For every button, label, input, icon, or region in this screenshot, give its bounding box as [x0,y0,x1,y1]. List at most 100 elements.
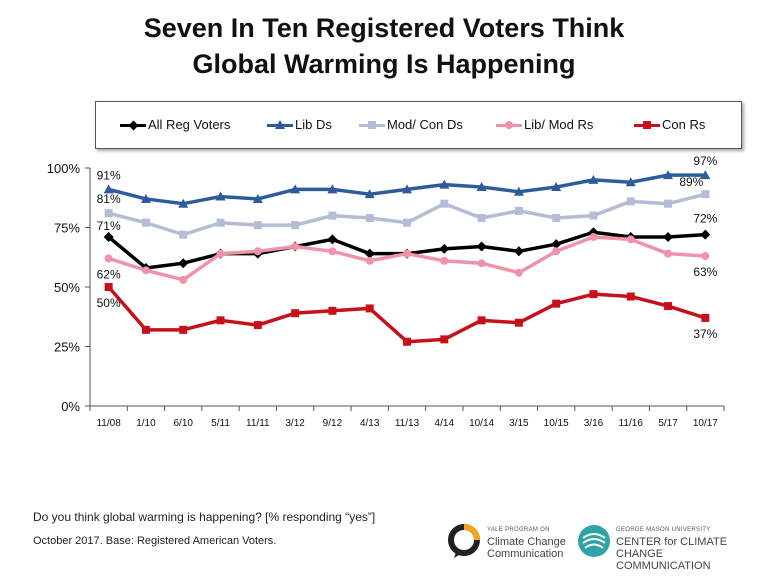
point-libd [476,182,487,192]
point-libmodr [701,252,710,261]
point-all [178,258,189,269]
point-modcond [552,213,561,222]
x-tick-label: 5/11 [211,418,230,429]
point-modcond [477,213,486,222]
point-libd [402,184,412,194]
x-tick-label: 9/12 [323,418,343,429]
point-conr [626,292,635,301]
point-conr [701,313,710,322]
x-tick-label: 11/16 [619,418,644,429]
gmu-logo: GEORGE MASON UNIVERSITY CENTER for CLIMA… [577,521,757,572]
data-label-libmodr: 63% [693,265,717,279]
point-libd [215,191,226,201]
y-tick-label: 0% [61,399,80,414]
point-modcond [664,199,673,208]
point-libd [625,177,636,187]
point-libmodr [589,233,598,242]
point-libmodr [141,266,150,275]
point-all [551,239,562,250]
point-libd [551,182,562,192]
data-label-libd: 97% [693,154,717,168]
chart-title: Seven In Ten Registered Voters Think Glo… [0,10,768,82]
point-all [476,241,487,252]
x-tick-label: 3/12 [285,418,305,429]
point-conr [552,299,561,308]
point-libmodr [291,242,300,251]
legend-label-conr: Con Rs [662,117,706,132]
yale-line-1: Climate Change [487,536,566,548]
x-tick-label: 10/17 [693,418,718,429]
point-conr [664,302,673,311]
y-tick-label: 100% [47,161,81,176]
x-tick-label: 11/13 [395,418,420,429]
point-libd [103,184,114,194]
yale-logo: YALE PROGRAM ON Climate Change Communica… [447,521,567,561]
point-libd [252,193,263,203]
point-libmodr [403,249,411,258]
point-libmodr [179,275,188,284]
point-libmodr [365,256,374,265]
point-conr [253,321,262,330]
point-modcond [403,218,411,227]
point-conr [403,337,411,346]
point-modcond [179,230,188,239]
x-tick-label: 4/14 [435,418,455,429]
point-conr [328,306,337,315]
point-all [663,232,674,243]
gmu-line-2: COMMUNICATION [616,560,711,572]
point-libd [513,186,524,196]
gmu-circle-icon [578,525,610,557]
point-libd [290,184,301,194]
data-label-all: 72% [693,212,717,226]
yale-small-text: YALE PROGRAM ON [487,527,550,533]
survey-question: Do you think global warming is happening… [33,510,376,524]
point-conr [589,290,598,299]
series-line-conr [107,285,706,344]
gmu-line-1: CENTER for CLIMATE CHANGE [616,536,728,560]
data-label-libd: 91% [97,168,121,182]
x-tick-label: 3/15 [509,418,529,429]
legend: All Reg Voters Lib Ds Mod/ Con Ds Lib/ M… [95,101,742,149]
point-conr [216,316,225,325]
point-modcond [291,221,300,230]
y-tick-label: 75% [54,221,80,236]
data-label-conr: 50% [97,296,121,310]
point-modcond [104,209,113,218]
y-tick-label: 25% [54,340,80,355]
point-modcond [440,199,449,208]
x-tick-label: 10/14 [469,418,494,429]
data-label-conr: 37% [693,327,717,341]
point-libd [700,170,711,180]
data-label-modcond: 89% [679,175,703,189]
point-libmodr [216,249,225,258]
point-conr [365,304,374,313]
point-all [700,229,711,240]
point-libmodr [626,235,635,244]
point-all [103,232,114,243]
point-conr [440,335,449,344]
gmu-small-text: GEORGE MASON UNIVERSITY [616,527,711,533]
survey-note: October 2017. Base: Registered American … [33,535,277,547]
point-all [439,243,450,254]
point-libd [140,193,151,203]
x-tick-label: 11/11 [246,418,270,429]
point-modcond [589,211,598,220]
point-conr [141,325,150,334]
point-libmodr [253,247,262,256]
point-modcond [253,221,262,230]
point-modcond [514,206,523,215]
point-all [327,234,338,245]
point-conr [179,325,188,334]
point-libd [663,170,674,180]
point-conr [104,283,113,291]
legend-label-all: All Reg Voters [148,117,231,132]
point-libmodr [440,256,449,265]
point-modcond [626,197,635,206]
title-line-2: Global Warming Is Happening [192,49,576,79]
legend-label-modcond: Mod/ Con Ds [387,117,463,132]
x-tick-label: 10/15 [544,418,569,429]
yale-speech-icon [448,524,480,558]
x-tick-label: 1/10 [136,418,156,429]
x-tick-label: 4/13 [360,418,380,429]
point-modcond [365,213,374,222]
